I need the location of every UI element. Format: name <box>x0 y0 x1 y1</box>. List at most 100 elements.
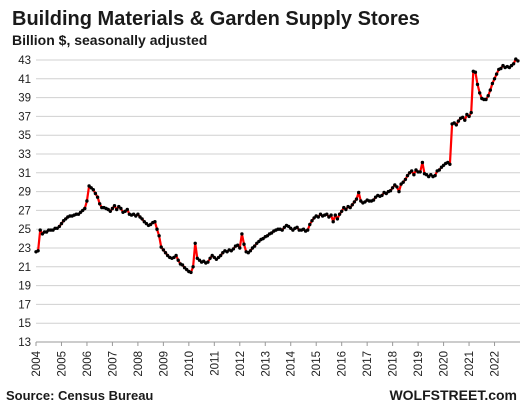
data-point <box>108 209 113 213</box>
data-point <box>180 263 185 267</box>
data-point <box>490 81 495 86</box>
data-point <box>499 66 503 71</box>
x-tick-label: 2014 <box>286 350 298 376</box>
data-point <box>55 226 59 230</box>
data-point <box>335 217 340 221</box>
data-point <box>401 180 405 184</box>
data-point <box>110 206 115 211</box>
data-point <box>231 247 236 251</box>
data-point <box>93 191 98 196</box>
data-point <box>115 207 119 212</box>
data-point <box>405 173 410 178</box>
data-point <box>448 162 452 166</box>
x-tick-label: 2012 <box>235 351 247 377</box>
x-tick-label: 2013 <box>260 351 272 377</box>
y-tick-label: 23 <box>18 243 31 255</box>
chart-title: Building Materials & Garden Supply Store… <box>12 8 420 30</box>
y-tick-label: 21 <box>18 262 31 274</box>
data-point <box>236 243 240 247</box>
data-point <box>420 160 425 165</box>
data-point <box>261 236 265 241</box>
data-point <box>57 224 62 229</box>
x-tick-label: 2006 <box>82 351 94 377</box>
x-tick-label: 2005 <box>56 351 68 377</box>
data-point <box>465 112 469 117</box>
y-tick-label: 25 <box>18 224 31 236</box>
data-point <box>473 70 478 74</box>
data-point <box>494 72 499 76</box>
data-point <box>437 168 441 172</box>
data-point <box>306 228 310 232</box>
data-point <box>403 177 408 182</box>
y-tick-label: 39 <box>18 93 31 105</box>
data-point <box>176 258 180 262</box>
data-point <box>340 209 344 213</box>
data-point <box>412 173 416 177</box>
x-tick-label: 2017 <box>362 351 374 377</box>
data-point <box>429 173 433 177</box>
data-point <box>348 205 352 210</box>
x-axis: 2004 2005 2006 2007 2008 2009 2010 2011 2012 2013… <box>31 341 520 377</box>
series-line-0 <box>35 57 519 274</box>
data-point <box>397 189 401 194</box>
data-point <box>511 62 516 66</box>
data-point <box>206 260 210 264</box>
source-note: Source: Census Bureau <box>6 388 153 403</box>
data-point <box>248 249 253 253</box>
data-point <box>433 173 437 178</box>
data-point <box>280 228 284 232</box>
data-point <box>191 265 195 269</box>
y-tick-label: 29 <box>18 187 31 199</box>
y-tick-label: 41 <box>18 74 31 86</box>
data-point <box>238 246 242 250</box>
series-line <box>34 57 520 275</box>
data-point <box>195 256 199 260</box>
x-tick-label: 2021 <box>464 351 476 377</box>
data-point <box>469 110 473 115</box>
data-point <box>193 241 197 245</box>
data-point <box>159 245 163 249</box>
data-point <box>310 219 314 223</box>
data-point <box>488 88 492 92</box>
data-point <box>214 257 219 261</box>
data-point <box>208 256 212 260</box>
data-point <box>395 185 399 189</box>
y-tick-label: 15 <box>18 318 31 330</box>
data-point <box>269 231 274 235</box>
data-point <box>410 169 414 173</box>
data-point <box>486 94 490 98</box>
data-point <box>492 77 497 81</box>
y-tick-label: 31 <box>18 168 31 180</box>
data-point <box>388 189 393 193</box>
x-tick-label: 2015 <box>311 351 323 377</box>
x-tick-label: 2016 <box>337 351 349 377</box>
brand-label: WOLFSTREET.com <box>389 387 517 403</box>
y-axis: 13 15 17 19 21 23 25 27 29 31 33 35 37 39 41 43 <box>18 55 31 349</box>
data-point <box>354 197 359 201</box>
data-point <box>189 270 193 275</box>
data-point <box>456 119 461 123</box>
data-point <box>390 186 395 190</box>
data-point <box>36 249 40 253</box>
data-point <box>308 222 312 227</box>
data-point <box>467 114 471 119</box>
y-tick-label: 17 <box>18 299 31 311</box>
y-tick-label: 35 <box>18 130 31 142</box>
data-point <box>352 200 357 204</box>
data-point <box>371 198 376 202</box>
x-tick-label: 2019 <box>413 351 425 377</box>
y-tick-label: 13 <box>18 337 31 349</box>
data-point <box>418 170 422 174</box>
data-point <box>163 251 168 255</box>
data-point <box>59 221 64 226</box>
x-tick-label: 2009 <box>158 351 170 377</box>
data-point <box>295 225 299 229</box>
data-point <box>155 227 159 231</box>
data-point <box>478 91 482 95</box>
data-point <box>331 220 335 224</box>
data-point <box>344 207 348 212</box>
data-point <box>95 195 100 199</box>
data-point <box>91 188 96 192</box>
gridlines <box>36 59 520 343</box>
